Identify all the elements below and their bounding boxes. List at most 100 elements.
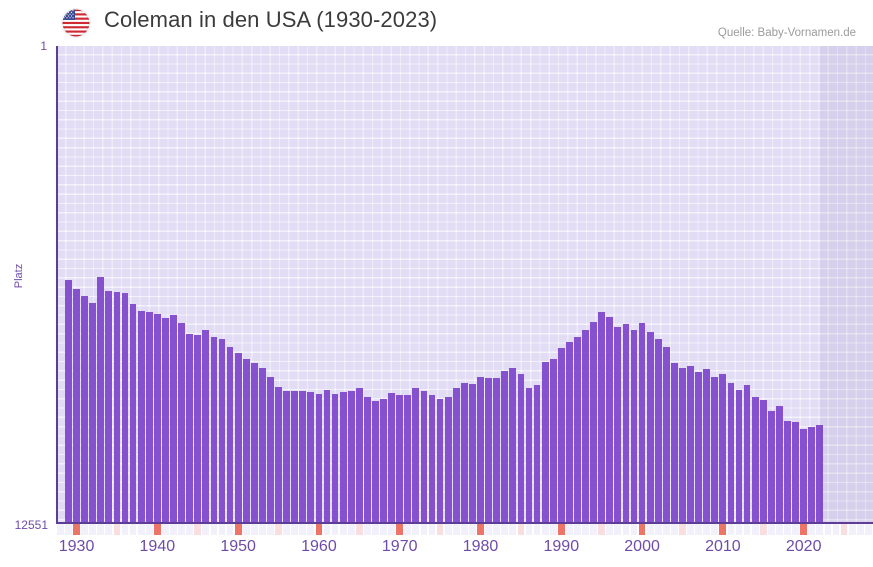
bar[interactable] (711, 377, 719, 523)
bar[interactable] (703, 368, 711, 523)
bar[interactable] (275, 386, 282, 523)
bar[interactable] (485, 377, 492, 523)
bar[interactable] (81, 296, 88, 523)
source-attribution: Quelle: Baby-Vornamen.de (717, 27, 856, 39)
bar[interactable] (541, 362, 549, 523)
bar[interactable] (129, 303, 137, 523)
bar[interactable] (396, 394, 404, 523)
bar[interactable] (315, 393, 323, 523)
bar[interactable] (331, 394, 339, 523)
bar[interactable] (145, 312, 153, 523)
bar[interactable] (89, 302, 97, 523)
bar[interactable] (614, 327, 622, 523)
bar[interactable] (792, 422, 799, 523)
bar[interactable] (202, 330, 210, 523)
bar[interactable] (469, 384, 476, 523)
bar[interactable] (646, 331, 654, 523)
bar[interactable] (121, 293, 129, 523)
bar[interactable] (687, 366, 694, 523)
bar[interactable] (388, 392, 395, 523)
bar[interactable] (622, 324, 630, 523)
bar[interactable] (113, 291, 121, 523)
x-axis-tick-label: 1940 (139, 538, 176, 555)
bar[interactable] (679, 368, 686, 523)
bar[interactable] (460, 382, 468, 523)
bar[interactable] (549, 359, 557, 523)
bar[interactable] (525, 388, 533, 523)
bar[interactable] (291, 391, 299, 523)
bar[interactable] (186, 334, 194, 523)
bar[interactable] (65, 279, 72, 523)
bar[interactable] (671, 362, 678, 523)
bar[interactable] (372, 401, 379, 523)
bar[interactable] (242, 359, 250, 523)
bar[interactable] (97, 277, 105, 523)
bar[interactable] (420, 391, 428, 523)
bar[interactable] (501, 371, 509, 523)
bar[interactable] (509, 367, 517, 523)
x-tick-minor (137, 524, 145, 535)
bar[interactable] (250, 362, 258, 523)
bar[interactable] (751, 396, 759, 523)
bar[interactable] (565, 342, 573, 523)
bar[interactable] (598, 312, 606, 523)
bar[interactable] (735, 389, 743, 523)
bar[interactable] (493, 378, 501, 523)
bar[interactable] (727, 383, 735, 523)
bar[interactable] (355, 388, 363, 523)
bar[interactable] (638, 323, 646, 523)
bar[interactable] (210, 336, 218, 523)
bar[interactable] (557, 347, 565, 523)
bar[interactable] (759, 400, 767, 523)
bar[interactable] (654, 338, 662, 523)
bar[interactable] (218, 339, 226, 523)
bar[interactable] (267, 377, 274, 523)
bar[interactable] (412, 388, 420, 523)
x-tick-minor (541, 524, 549, 535)
bar[interactable] (695, 372, 703, 523)
bar[interactable] (767, 411, 775, 523)
bar[interactable] (630, 329, 638, 523)
bar[interactable] (477, 377, 484, 523)
bar[interactable] (234, 353, 242, 523)
bar[interactable] (808, 427, 816, 523)
bar[interactable] (299, 391, 307, 523)
bar[interactable] (347, 391, 355, 523)
bar[interactable] (776, 406, 783, 523)
bar[interactable] (307, 392, 315, 523)
bar[interactable] (380, 398, 387, 523)
bar[interactable] (323, 390, 331, 523)
bar[interactable] (436, 398, 444, 523)
x-tick-half (679, 524, 686, 535)
bar[interactable] (162, 318, 169, 523)
bar[interactable] (404, 394, 412, 523)
bar[interactable] (364, 396, 371, 523)
bar[interactable] (73, 288, 80, 523)
bar[interactable] (170, 315, 177, 523)
bar[interactable] (662, 347, 670, 523)
bar[interactable] (283, 390, 290, 523)
bar[interactable] (339, 392, 347, 523)
bar[interactable] (258, 367, 266, 523)
bar[interactable] (105, 291, 113, 523)
bar[interactable] (816, 425, 824, 523)
bar[interactable] (153, 313, 161, 523)
bar[interactable] (517, 374, 525, 523)
bar[interactable] (533, 385, 541, 523)
bar[interactable] (452, 387, 460, 523)
bar[interactable] (784, 421, 791, 523)
bar[interactable] (194, 335, 202, 523)
bar[interactable] (428, 395, 436, 523)
bar[interactable] (226, 347, 234, 523)
bar[interactable] (178, 322, 185, 523)
bar[interactable] (800, 429, 808, 523)
bar[interactable] (137, 311, 145, 523)
bar[interactable] (582, 330, 589, 523)
bar[interactable] (743, 385, 751, 523)
x-tick-half (194, 524, 202, 535)
bar[interactable] (719, 374, 727, 523)
bar[interactable] (606, 317, 614, 523)
bar[interactable] (574, 337, 581, 523)
bar[interactable] (444, 396, 452, 523)
bar[interactable] (590, 321, 597, 523)
